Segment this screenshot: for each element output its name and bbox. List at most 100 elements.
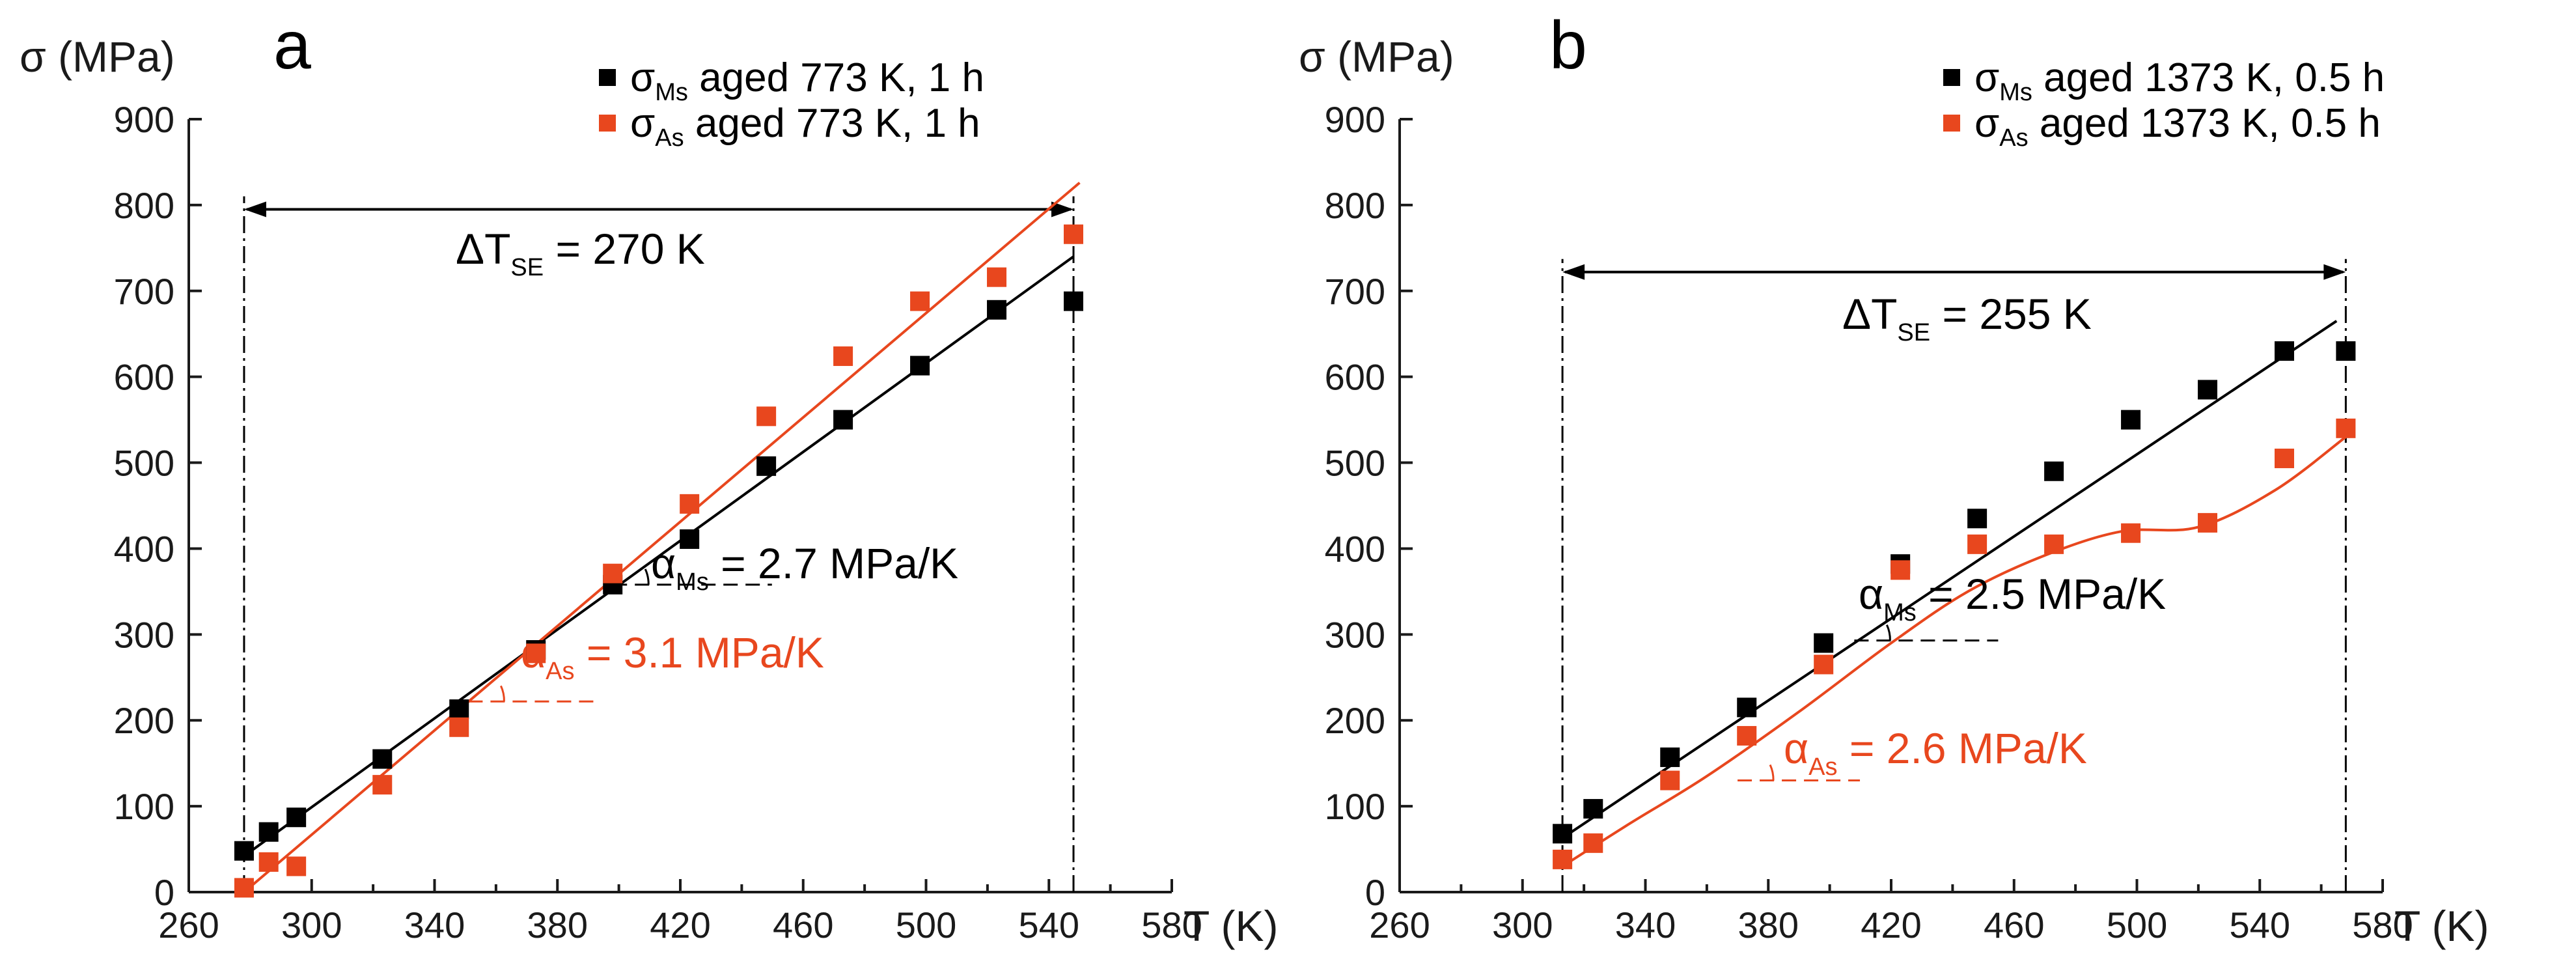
x-tick-label: 340 bbox=[1615, 904, 1676, 945]
data-point-ms bbox=[833, 410, 853, 430]
x-tick-label: 460 bbox=[1984, 904, 2044, 945]
legend-entry-as: σAs aged 1373 K, 0.5 h bbox=[1974, 101, 2381, 152]
x-tick-label: 580 bbox=[1141, 904, 1202, 945]
data-point-as bbox=[756, 406, 777, 427]
chart-panel-a: 0 100 200 300 400 500 600 700 800 900 260 300 340 380… bbox=[20, 8, 1278, 950]
data-point-as bbox=[286, 856, 307, 876]
legend-marker-as bbox=[599, 115, 616, 132]
data-point-ms bbox=[2044, 461, 2064, 481]
data-point-as bbox=[2336, 418, 2356, 438]
data-point-ms bbox=[372, 749, 393, 769]
range-arrow-head-right bbox=[1051, 201, 1073, 217]
data-point-ms bbox=[2121, 410, 2141, 430]
slope-label-ms: αMs = 2.7 MPa/K bbox=[651, 539, 958, 596]
data-point-ms bbox=[1660, 747, 1680, 767]
slope-arc-ms bbox=[644, 568, 650, 585]
data-point-ms bbox=[2198, 380, 2218, 400]
y-axis-label: σ (MPa) bbox=[20, 33, 175, 81]
x-tick-label: 380 bbox=[527, 904, 588, 945]
y-tick-label: 400 bbox=[1325, 528, 1385, 569]
x-tick-label: 580 bbox=[2352, 904, 2413, 945]
slope-arc-as bbox=[500, 685, 505, 702]
chart-panel-b: 0 100 200 300 400 500 600 700 800 900 260 300 340 380… bbox=[1299, 8, 2489, 950]
data-point-as bbox=[2275, 448, 2294, 468]
data-point-as bbox=[1814, 654, 1834, 675]
legend-entry-ms: σMs aged 773 K, 1 h bbox=[630, 55, 984, 106]
y-tick-label: 600 bbox=[114, 357, 174, 398]
y-axis-label: σ (MPa) bbox=[1299, 33, 1454, 81]
slope-label-as: αAs = 2.6 MPa/K bbox=[1784, 724, 2087, 781]
data-point-ms bbox=[987, 300, 1007, 320]
data-point-as bbox=[234, 878, 254, 898]
y-tick-label: 800 bbox=[114, 185, 174, 226]
legend-entry-ms: σMs aged 1373 K, 0.5 h bbox=[1974, 55, 2385, 106]
data-point-ms bbox=[1583, 799, 1603, 819]
data-point-as bbox=[526, 643, 546, 664]
slope-arc-as bbox=[1769, 764, 1775, 781]
data-point-ms bbox=[2275, 341, 2294, 361]
x-tick-label: 540 bbox=[1019, 904, 1079, 945]
data-point-as bbox=[603, 563, 623, 583]
y-tick-label: 400 bbox=[114, 528, 174, 569]
fit-line-as bbox=[243, 182, 1081, 893]
y-tick-label: 500 bbox=[1325, 443, 1385, 484]
y-tick-label: 300 bbox=[114, 614, 174, 655]
y-tick-label: 200 bbox=[1325, 700, 1385, 741]
data-point-ms bbox=[449, 699, 469, 720]
data-point-ms bbox=[680, 529, 700, 549]
legend-marker-as bbox=[1943, 115, 1960, 132]
data-point-as bbox=[1660, 770, 1680, 791]
range-arrow-head-left bbox=[243, 201, 266, 217]
x-axis-label: T (K) bbox=[2394, 902, 2489, 950]
fit-curve-as bbox=[1562, 436, 2347, 868]
data-point-as bbox=[2121, 523, 2141, 543]
data-point-as bbox=[2198, 512, 2218, 533]
x-tick-label: 460 bbox=[773, 904, 833, 945]
data-point-as bbox=[833, 346, 853, 367]
legend-entry-as: σAs aged 773 K, 1 h bbox=[630, 101, 980, 152]
y-tick-label: 700 bbox=[114, 271, 174, 312]
x-tick-label: 500 bbox=[896, 904, 956, 945]
x-tick-label: 260 bbox=[158, 904, 219, 945]
legend-marker-ms bbox=[599, 69, 616, 86]
data-point-ms bbox=[910, 356, 930, 376]
x-axis-label: T (K) bbox=[1184, 902, 1278, 950]
data-point-ms bbox=[756, 456, 777, 476]
range-arrow-head-left bbox=[1562, 264, 1585, 280]
x-tick-label: 500 bbox=[2107, 904, 2167, 945]
data-point-as bbox=[1064, 224, 1083, 244]
y-tick-label: 800 bbox=[1325, 185, 1385, 226]
data-point-as bbox=[1967, 534, 1987, 554]
x-tick-label: 540 bbox=[2230, 904, 2290, 945]
data-point-ms bbox=[286, 807, 307, 828]
slope-label-ms: αMs = 2.5 MPa/K bbox=[1859, 570, 2166, 626]
data-point-ms bbox=[258, 822, 279, 842]
data-point-as bbox=[1583, 833, 1603, 853]
y-tick-label: 100 bbox=[114, 786, 174, 827]
legend-marker-ms bbox=[1943, 69, 1960, 86]
y-tick-label: 300 bbox=[1325, 614, 1385, 655]
y-tick-label: 900 bbox=[1325, 99, 1385, 140]
data-point-as bbox=[1553, 849, 1573, 869]
slope-label-as: αAs = 3.1 MPa/K bbox=[521, 628, 824, 685]
x-tick-label: 340 bbox=[404, 904, 465, 945]
x-tick-label: 380 bbox=[1738, 904, 1799, 945]
slope-arc-ms bbox=[1886, 624, 1891, 641]
data-point-as bbox=[449, 717, 469, 737]
panel-label: b bbox=[1549, 8, 1587, 83]
y-tick-label: 900 bbox=[114, 99, 174, 140]
data-point-as bbox=[987, 267, 1007, 287]
panel-label: a bbox=[273, 8, 311, 83]
x-tick-label: 300 bbox=[281, 904, 342, 945]
x-tick-label: 260 bbox=[1369, 904, 1430, 945]
y-tick-label: 600 bbox=[1325, 357, 1385, 398]
data-point-ms bbox=[1737, 697, 1757, 718]
data-point-as bbox=[680, 494, 700, 514]
range-arrow-head-right bbox=[2323, 264, 2346, 280]
y-tick-label: 500 bbox=[114, 443, 174, 484]
data-point-as bbox=[1737, 725, 1757, 746]
x-tick-label: 300 bbox=[1492, 904, 1553, 945]
data-point-ms bbox=[1814, 633, 1834, 653]
x-tick-label: 420 bbox=[650, 904, 710, 945]
